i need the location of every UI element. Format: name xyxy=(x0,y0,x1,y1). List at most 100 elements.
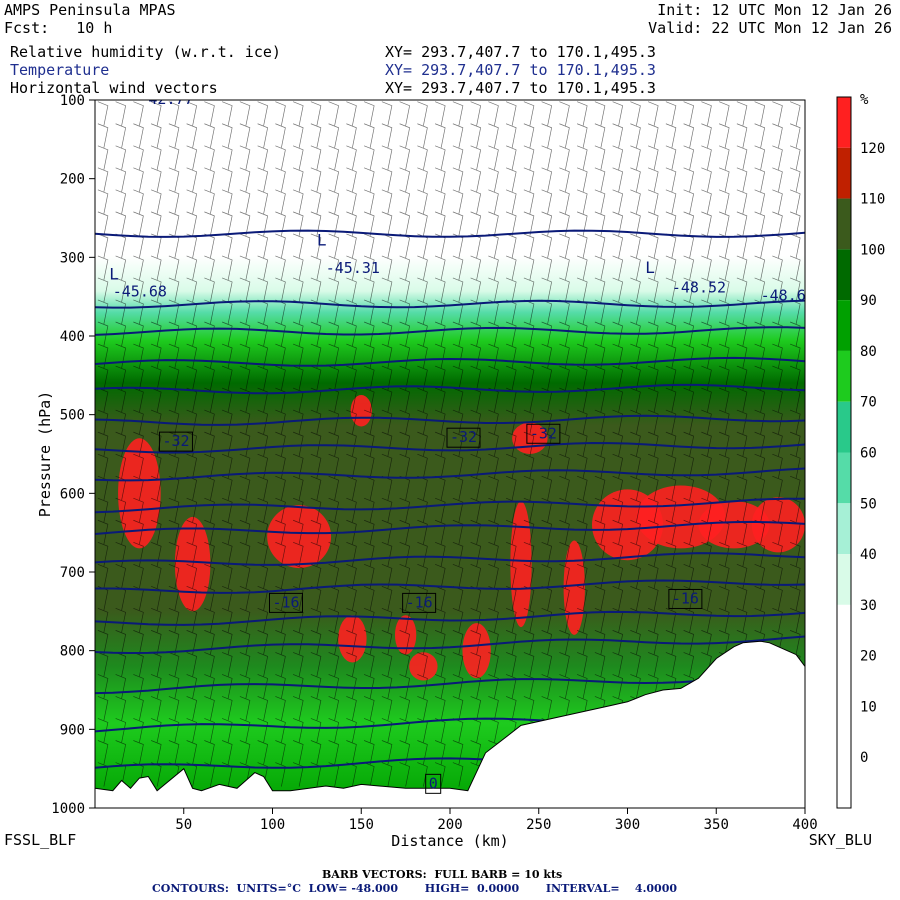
wind-barb xyxy=(328,431,340,457)
wind-barb xyxy=(328,608,340,633)
wind-barb xyxy=(736,123,748,148)
wind-barb xyxy=(772,365,783,391)
wind-barb xyxy=(736,343,748,369)
wind-barb xyxy=(292,431,304,457)
wind-barb xyxy=(541,189,553,214)
isotherm-label: -48.52 xyxy=(672,279,726,297)
wind-barb xyxy=(523,321,535,347)
wind-barb xyxy=(505,563,517,589)
wind-barb xyxy=(647,431,659,457)
isotherm-label: -42.77 xyxy=(139,90,193,108)
wind-barb xyxy=(559,321,570,347)
wind-barb xyxy=(310,652,322,677)
wind-barb xyxy=(204,321,215,347)
wind-barb xyxy=(186,101,198,126)
rh-moist-region xyxy=(394,615,417,655)
wind-barb xyxy=(683,299,695,325)
wind-barb xyxy=(754,431,766,457)
wind-barb xyxy=(115,409,127,435)
wind-barb xyxy=(346,409,357,435)
wind-barb xyxy=(523,652,535,677)
wind-barb xyxy=(683,189,695,214)
wind-barb xyxy=(789,431,801,457)
wind-barb xyxy=(399,563,411,589)
wind-barb xyxy=(257,475,269,501)
wind-barb xyxy=(186,585,198,611)
init-time: Init: 12 UTC Mon 12 Jan 26 xyxy=(657,1,892,19)
wind-barb xyxy=(612,365,624,391)
wind-barb xyxy=(559,652,570,677)
wind-barb xyxy=(381,541,393,567)
wind-barb xyxy=(612,475,624,501)
wind-barb xyxy=(417,563,428,589)
wind-barb xyxy=(523,475,535,501)
valid-time: Valid: 22 UTC Mon 12 Jan 26 xyxy=(648,19,892,37)
wind-barb xyxy=(275,255,286,280)
wind-barb xyxy=(239,519,251,545)
wind-barb xyxy=(346,563,357,589)
wind-barb xyxy=(701,365,712,391)
wind-barb xyxy=(505,519,517,545)
wind-barb xyxy=(523,101,535,126)
wind-barb xyxy=(701,277,712,303)
wind-barb xyxy=(772,453,783,479)
wind-barb xyxy=(204,167,215,192)
wind-barb xyxy=(399,145,411,170)
wind-barb xyxy=(133,365,144,391)
wind-barb xyxy=(789,475,801,501)
wind-barb xyxy=(630,674,641,699)
wind-barb xyxy=(168,299,180,325)
wind-barb xyxy=(612,343,624,369)
wind-barb xyxy=(221,585,233,611)
wind-barb xyxy=(701,608,712,633)
wind-barb xyxy=(292,541,304,567)
wind-barb xyxy=(292,630,304,655)
wind-barb xyxy=(488,674,499,699)
wind-barb xyxy=(772,123,783,148)
wind-barb xyxy=(381,563,393,589)
wind-barb xyxy=(541,321,553,347)
wind-barb xyxy=(239,696,251,721)
wind-barb xyxy=(718,608,730,633)
wind-barb xyxy=(576,585,588,611)
wind-barb xyxy=(133,563,144,589)
wind-barb xyxy=(612,541,624,567)
wind-barb xyxy=(789,541,801,567)
wind-barb xyxy=(523,365,535,391)
wind-barb xyxy=(257,101,269,126)
low-marker: L xyxy=(109,264,119,283)
colorbar-tick-label: 110 xyxy=(860,192,885,208)
wind-barb xyxy=(204,101,215,126)
isotherm-label: -48.65 xyxy=(761,287,815,305)
wind-barb xyxy=(470,563,482,589)
wind-barb xyxy=(150,718,162,743)
wind-barb xyxy=(594,431,606,457)
wind-barb xyxy=(168,696,180,721)
wind-barb xyxy=(150,233,162,258)
wind-barb xyxy=(594,189,606,214)
wind-barb xyxy=(221,674,233,699)
y-tick-label: 100 xyxy=(60,93,85,109)
wind-barb xyxy=(523,541,535,567)
wind-barb xyxy=(772,585,783,611)
isotherm-line xyxy=(95,552,805,566)
wind-barb xyxy=(168,343,180,369)
wind-barb xyxy=(612,497,624,523)
isotherm-label-box xyxy=(158,431,193,452)
wind-barb xyxy=(647,497,659,523)
wind-barb xyxy=(204,674,215,699)
wind-barb xyxy=(452,674,464,699)
wind-barb xyxy=(452,497,464,523)
colorbar-tick-label: 100 xyxy=(860,242,885,258)
wind-barb xyxy=(559,189,570,214)
wind-barb xyxy=(630,453,641,479)
wind-barb xyxy=(257,652,269,677)
wind-barb xyxy=(239,255,251,280)
wind-barb xyxy=(559,409,570,435)
wind-barb xyxy=(470,123,482,148)
wind-barb xyxy=(204,277,215,303)
wind-barb xyxy=(718,123,730,148)
wind-barb xyxy=(541,343,553,369)
wind-barb xyxy=(736,608,748,633)
wind-barb xyxy=(399,453,411,479)
